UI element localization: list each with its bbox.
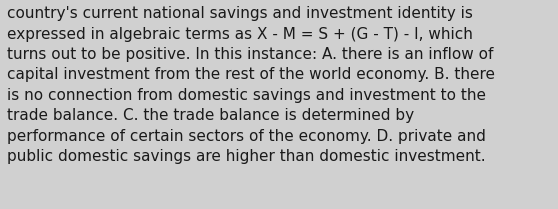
Text: country's current national savings and investment identity is
expressed in algeb: country's current national savings and i…: [7, 6, 495, 164]
